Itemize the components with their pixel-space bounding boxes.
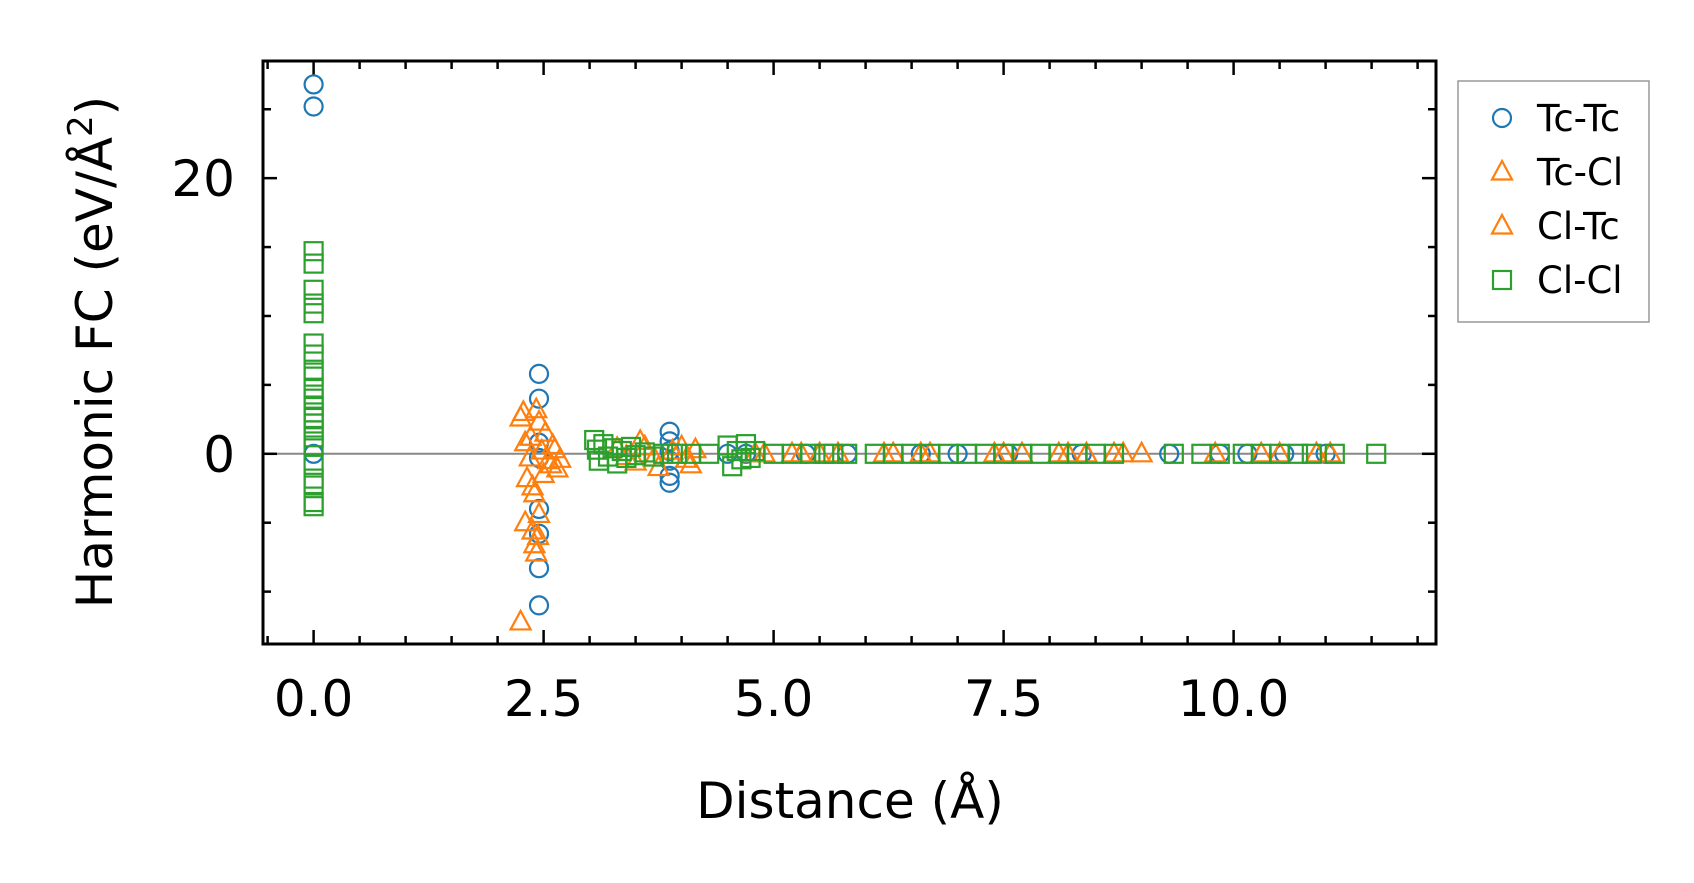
y-tick-labels: 0 20 bbox=[171, 150, 235, 484]
data-point bbox=[659, 421, 680, 442]
data-point bbox=[1267, 440, 1292, 463]
data-point bbox=[586, 439, 608, 460]
data-point bbox=[1010, 440, 1034, 463]
data-markers bbox=[303, 74, 1387, 631]
legend-label: Tc-Cl bbox=[1536, 151, 1623, 194]
y-axis-label-main: Harmonic FC (eV/Å bbox=[66, 137, 124, 608]
y-axis-label: Harmonic FC (eV/Å2) bbox=[61, 96, 124, 608]
data-point bbox=[1366, 443, 1387, 464]
data-point bbox=[303, 253, 324, 274]
data-point bbox=[823, 443, 844, 464]
legend-items: Tc-Tc Tc-Cl Cl-Tc Cl-Cl bbox=[1490, 97, 1623, 302]
data-point bbox=[303, 241, 324, 262]
x-axis-label: Distance (Å) bbox=[696, 772, 1004, 830]
data-point bbox=[303, 496, 324, 517]
data-point bbox=[528, 595, 550, 616]
data-point bbox=[653, 443, 674, 464]
data-point bbox=[1209, 443, 1230, 464]
data-point bbox=[529, 437, 554, 460]
legend-label: Cl-Tc bbox=[1537, 205, 1620, 248]
data-point bbox=[1301, 443, 1322, 464]
x-tick-label: 10.0 bbox=[1178, 670, 1289, 728]
legend: Tc-Tc Tc-Cl Cl-Tc Cl-Cl bbox=[1457, 80, 1650, 323]
data-point bbox=[1249, 440, 1274, 463]
series-cl-cl bbox=[303, 241, 1387, 517]
data-point bbox=[740, 447, 761, 469]
data-point bbox=[303, 333, 324, 354]
data-point bbox=[515, 465, 539, 488]
data-point bbox=[303, 74, 324, 95]
x-tick-label: 7.5 bbox=[964, 670, 1044, 728]
data-point bbox=[1129, 440, 1154, 463]
data-point bbox=[511, 399, 536, 422]
legend-frame bbox=[1457, 80, 1650, 323]
data-point bbox=[1163, 443, 1184, 464]
data-point bbox=[528, 558, 550, 579]
legend-marker bbox=[1491, 269, 1513, 291]
data-point bbox=[528, 388, 550, 409]
data-point bbox=[303, 96, 324, 117]
data-point bbox=[881, 440, 906, 463]
legend-label: Tc-Tc bbox=[1536, 97, 1620, 140]
data-point bbox=[800, 443, 821, 464]
data-point bbox=[508, 608, 533, 631]
data-point bbox=[303, 435, 324, 456]
data-point bbox=[528, 363, 550, 384]
data-point bbox=[548, 446, 573, 468]
x-tick-labels: 0.0 2.5 5.0 7.5 10.0 bbox=[274, 670, 1289, 728]
data-point bbox=[303, 366, 324, 387]
data-point bbox=[513, 509, 538, 532]
data-point bbox=[1324, 443, 1345, 464]
data-point bbox=[524, 539, 549, 562]
data-point bbox=[837, 443, 858, 464]
legend-marker bbox=[1490, 158, 1514, 181]
data-point bbox=[303, 475, 324, 496]
data-point bbox=[513, 429, 538, 452]
legend-marker bbox=[1491, 107, 1513, 129]
data-point bbox=[533, 419, 558, 442]
plot-area bbox=[261, 59, 1438, 646]
axes-frame bbox=[261, 59, 1438, 646]
data-point bbox=[528, 498, 550, 520]
x-tick-label: 2.5 bbox=[504, 670, 584, 728]
data-point bbox=[1102, 440, 1126, 463]
data-point bbox=[522, 480, 547, 503]
x-tick-label: 5.0 bbox=[734, 670, 814, 728]
data-point bbox=[1103, 443, 1125, 464]
y-axis-label-close: ) bbox=[66, 96, 124, 116]
y-axis-label-group: Harmonic FC (eV/Å2) bbox=[61, 96, 124, 608]
data-point bbox=[539, 451, 563, 474]
data-point bbox=[666, 443, 688, 464]
data-point bbox=[659, 472, 680, 493]
data-point bbox=[518, 423, 543, 446]
y-tick-label: 0 bbox=[203, 426, 235, 484]
legend-label: Cl-Cl bbox=[1537, 259, 1623, 302]
data-point bbox=[526, 523, 550, 546]
data-point bbox=[303, 344, 324, 365]
y-axis-label-exponent: 2 bbox=[61, 115, 101, 137]
y-tick-label: 20 bbox=[171, 150, 235, 208]
axis-ticks bbox=[263, 61, 1436, 644]
data-point bbox=[1287, 443, 1309, 464]
legend-marker bbox=[1490, 212, 1514, 235]
data-point bbox=[303, 303, 324, 324]
data-point bbox=[303, 454, 324, 475]
data-point bbox=[303, 279, 324, 300]
data-point bbox=[517, 444, 542, 467]
x-tick-label: 0.0 bbox=[274, 670, 354, 728]
data-point bbox=[527, 501, 551, 524]
